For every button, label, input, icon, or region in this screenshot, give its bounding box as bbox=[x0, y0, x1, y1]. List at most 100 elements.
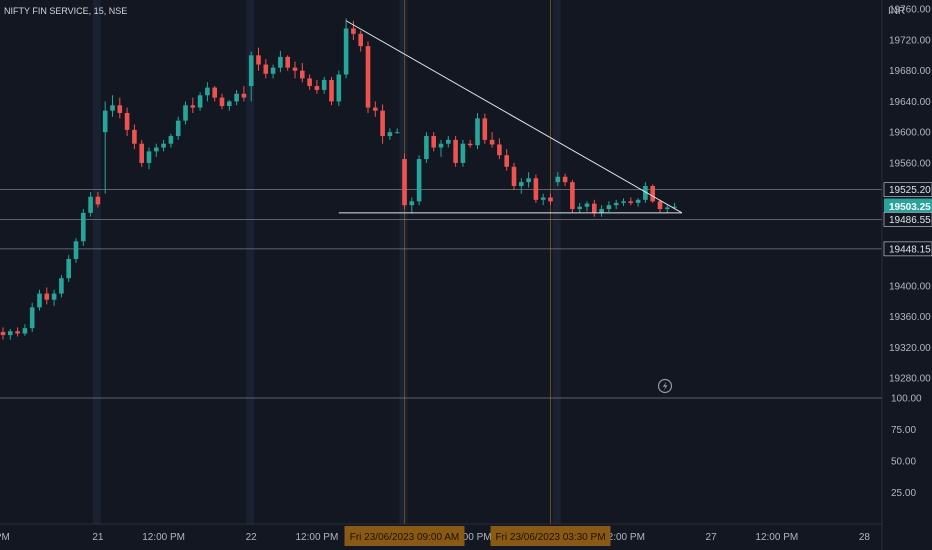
candle-down bbox=[212, 87, 217, 98]
price-tick-label: 19600.00 bbox=[889, 128, 931, 139]
indicator-tick-label: 50.00 bbox=[891, 457, 916, 468]
indicator-tick-label: 100.00 bbox=[891, 394, 922, 405]
candle-down bbox=[241, 93, 247, 98]
candle-up bbox=[460, 143, 466, 163]
candle-up bbox=[475, 118, 480, 146]
time-tick-label: 27 bbox=[706, 532, 718, 543]
time-tick-label: 21 bbox=[92, 532, 104, 543]
time-tick-label: 12:00 PM bbox=[0, 532, 10, 543]
price-axis[interactable]: 19760.00 19720.00 19680.00 19640.00 19600.00… bbox=[883, 5, 932, 499]
trendlines[interactable] bbox=[338, 20, 683, 214]
candle-down bbox=[15, 331, 20, 334]
candle-down bbox=[365, 46, 371, 108]
candle-up bbox=[577, 206, 582, 210]
candle-down bbox=[292, 67, 298, 71]
candle-down bbox=[263, 64, 269, 74]
candle-up bbox=[416, 159, 422, 202]
candle-up bbox=[278, 56, 283, 68]
lightning-icon[interactable] bbox=[657, 378, 673, 394]
candle-up bbox=[555, 176, 561, 183]
candle-up bbox=[146, 151, 152, 163]
candle-up bbox=[424, 136, 429, 160]
candle-up bbox=[175, 120, 181, 137]
candle-up bbox=[394, 132, 400, 134]
candle-up bbox=[227, 101, 232, 107]
price-level-value: 19486.55 bbox=[889, 215, 931, 226]
candle-down bbox=[402, 159, 407, 206]
candle-up bbox=[110, 105, 115, 111]
trendline bbox=[345, 20, 683, 214]
candle-up bbox=[183, 105, 188, 121]
candle-down bbox=[467, 143, 473, 146]
candle-up bbox=[37, 293, 42, 308]
candle-down bbox=[548, 197, 553, 202]
candle-up bbox=[438, 143, 444, 148]
candle-down bbox=[497, 144, 502, 156]
candle-up bbox=[519, 182, 524, 186]
candle-up bbox=[81, 212, 86, 242]
price-tick-label: 19760.00 bbox=[889, 5, 931, 16]
symbol-title: NIFTY FIN SERVICE, 15, NSE bbox=[4, 6, 127, 16]
candle-down bbox=[511, 166, 517, 186]
candle-down bbox=[117, 105, 123, 113]
candle-up bbox=[446, 139, 451, 144]
candle-up bbox=[409, 201, 415, 206]
candle-down bbox=[307, 78, 312, 87]
time-crosshair-badge bbox=[344, 526, 465, 546]
candle-down bbox=[44, 293, 50, 300]
candle-up bbox=[168, 136, 174, 144]
candle-down bbox=[628, 201, 634, 203]
candle-up bbox=[102, 110, 108, 133]
candle-up bbox=[205, 87, 210, 96]
candle-up bbox=[613, 202, 619, 206]
candle-down bbox=[219, 97, 225, 107]
price-tick-label: 19560.00 bbox=[889, 158, 931, 169]
candle-down bbox=[256, 55, 261, 65]
candle-up bbox=[343, 28, 349, 75]
session-band bbox=[399, 0, 408, 524]
session-band bbox=[92, 0, 101, 524]
candle-up bbox=[51, 293, 57, 300]
candle-up bbox=[336, 74, 342, 102]
candle-up bbox=[672, 206, 677, 208]
candle-down bbox=[285, 56, 290, 68]
candle-down bbox=[650, 185, 655, 202]
candle-down bbox=[124, 112, 130, 130]
candle-down bbox=[453, 139, 458, 163]
candle-down bbox=[314, 86, 320, 90]
candle-down bbox=[380, 110, 385, 137]
candles bbox=[0, 18, 677, 340]
currency-label: INR bbox=[888, 6, 905, 17]
time-crosshair-label: Fri 23/06/2023 03:30 PM bbox=[495, 532, 605, 543]
candle-down bbox=[562, 176, 568, 183]
session-band bbox=[246, 0, 255, 524]
candle-up bbox=[665, 207, 670, 210]
candle-up bbox=[270, 67, 276, 74]
candle-up bbox=[154, 147, 159, 152]
time-tick-label: 12:00 PM bbox=[295, 532, 338, 543]
price-level-badge bbox=[883, 241, 932, 257]
candle-down bbox=[533, 178, 539, 200]
price-tick-label: 19400.00 bbox=[889, 281, 931, 292]
candle-up bbox=[66, 258, 71, 279]
candle-up bbox=[248, 55, 254, 87]
time-tick-label: 28 bbox=[859, 532, 871, 543]
candle-up bbox=[606, 205, 612, 210]
candle-up bbox=[599, 209, 604, 213]
candle-up bbox=[234, 93, 239, 102]
candle-up bbox=[635, 199, 641, 203]
candle-up bbox=[59, 278, 64, 294]
candle-down bbox=[95, 196, 101, 205]
price-tick-label: 19640.00 bbox=[889, 97, 931, 108]
price-level-value: 19448.15 bbox=[889, 244, 931, 255]
candle-up bbox=[321, 79, 327, 90]
candle-up bbox=[161, 143, 166, 148]
time-crosshair-badge bbox=[490, 526, 611, 546]
candle-down bbox=[132, 129, 137, 144]
last-price-value: 19503.25 bbox=[889, 202, 931, 213]
price-tick-label: 19720.00 bbox=[889, 35, 931, 46]
